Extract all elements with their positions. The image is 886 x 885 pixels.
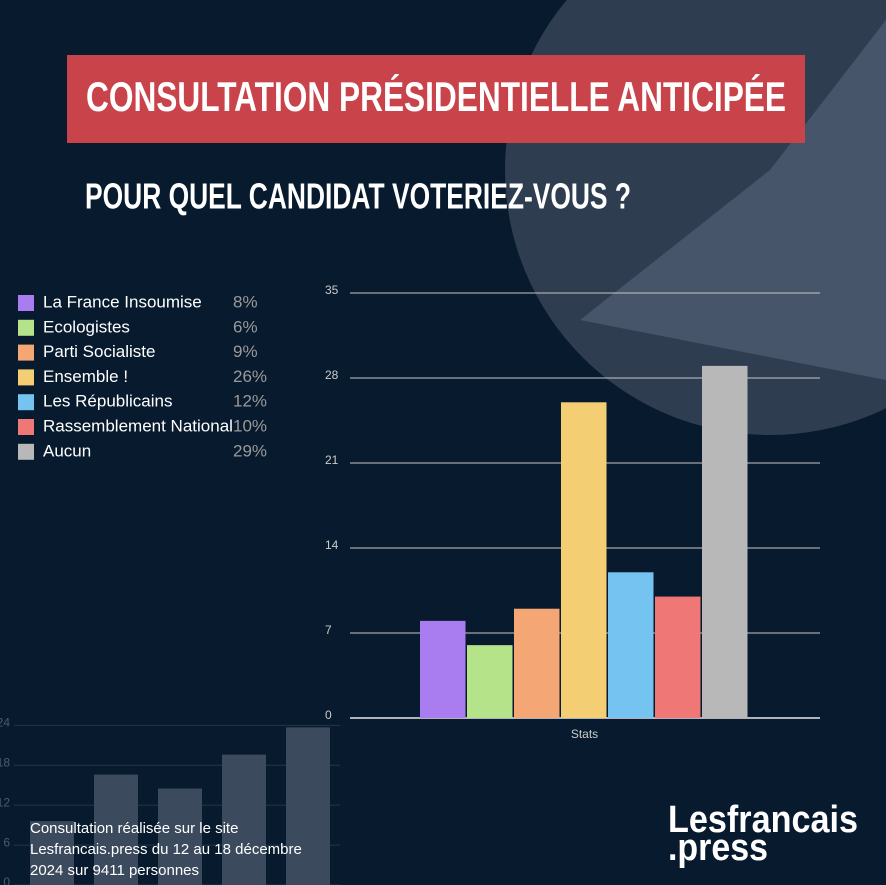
legend-value: 9% — [233, 342, 258, 361]
title-box — [67, 55, 805, 143]
legend-label: Les Républicains — [43, 392, 172, 411]
footer-line: Lesfrancais.press du 12 au 18 décembre — [30, 841, 302, 858]
bar — [420, 620, 466, 718]
y-tick-label: 12 — [0, 795, 10, 809]
legend-swatch — [18, 419, 34, 435]
y-tick-label: 7 — [325, 623, 332, 637]
y-tick-label: 24 — [0, 715, 10, 729]
subtitle: POUR QUEL CANDIDAT VOTERIEZ-VOUS ? — [85, 176, 631, 217]
logo: .press — [668, 827, 768, 869]
legend-value: 10% — [233, 416, 267, 435]
legend-label: Aucun — [43, 441, 91, 460]
legend-swatch — [18, 394, 34, 411]
y-tick-label: 0 — [325, 708, 332, 722]
bar — [94, 774, 138, 885]
legend-label: Ecologistes — [43, 317, 130, 336]
legend-value: 8% — [233, 292, 258, 311]
y-tick-label: 6 — [3, 835, 10, 849]
bar — [467, 645, 513, 718]
y-tick-label: 28 — [325, 368, 339, 382]
bar — [222, 754, 266, 885]
legend-value: 6% — [233, 317, 258, 336]
x-tick-label: Stats — [571, 727, 598, 741]
bar — [514, 608, 560, 718]
legend-swatch — [18, 295, 34, 311]
legend-label: Ensemble ! — [43, 367, 128, 386]
legend-value: 12% — [233, 392, 267, 411]
y-tick-label: 18 — [0, 755, 10, 769]
y-tick-label: 35 — [325, 283, 339, 297]
legend-value: 29% — [233, 441, 267, 460]
title: CONSULTATION PRÉSIDENTIELLE ANTICIPÉE — [86, 73, 786, 120]
bar — [655, 596, 701, 718]
y-tick-label: 14 — [325, 538, 339, 552]
bar — [286, 727, 330, 885]
legend-label: Rassemblement National — [43, 416, 233, 435]
legend-label: La France Insoumise — [43, 292, 202, 311]
legend-label: Parti Socialiste — [43, 342, 155, 361]
bar — [608, 572, 654, 718]
bar — [30, 821, 74, 885]
logo: Lesfrancais — [668, 799, 858, 841]
legend-swatch — [18, 443, 34, 460]
legend-swatch — [18, 369, 34, 386]
bar — [702, 365, 748, 718]
footer-line: Consultation réalisée sur le site — [30, 820, 238, 837]
y-tick-label: 0 — [3, 875, 10, 885]
legend-swatch — [18, 319, 34, 336]
legend-swatch — [18, 344, 34, 361]
legend-value: 26% — [233, 367, 267, 386]
y-tick-label: 21 — [325, 453, 339, 467]
bar — [561, 402, 607, 718]
decor-wedge — [580, 20, 886, 380]
bar — [158, 788, 202, 885]
footer-line: 2024 sur 9411 personnes — [30, 862, 199, 879]
